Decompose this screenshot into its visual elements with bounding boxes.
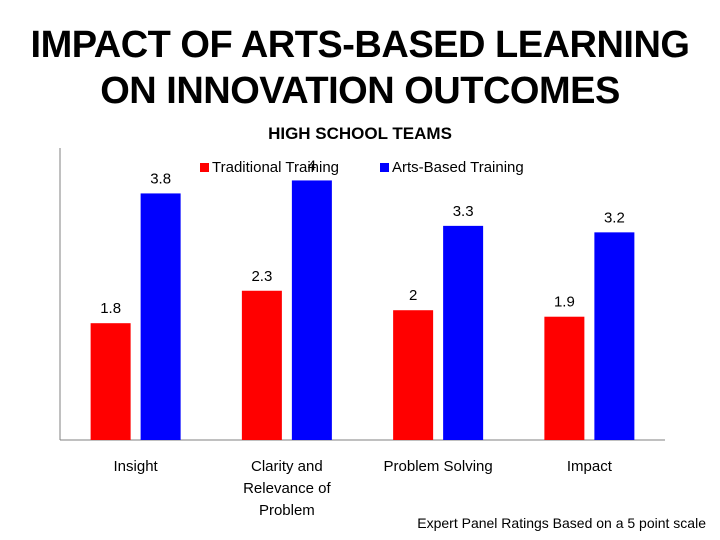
data-label: 2 [409,287,417,304]
bar-arts-based-2 [443,225,484,440]
slide-title-line-2: ON INNOVATION OUTCOMES [100,70,620,112]
data-label: 2.3 [251,268,272,285]
bar-arts-based-0 [140,193,181,440]
bar-traditional-1 [241,290,282,440]
slide-title-line-1: IMPACT OF ARTS-BASED LEARNING [30,24,690,66]
legend-swatch-traditional [200,163,209,172]
bar-traditional-3 [544,316,585,440]
bar-traditional-2 [393,310,434,440]
legend-swatch-arts-based [380,163,389,172]
legend-label-arts-based: Arts-Based Training [392,159,524,176]
chart-title: HIGH SCHOOL TEAMS [268,124,452,143]
bar-traditional-0 [90,323,131,440]
data-label: 3.2 [604,209,625,226]
slide-title: IMPACT OF ARTS-BASED LEARNING ON INNOVAT… [0,22,720,114]
x-tick-label: Impact [567,458,613,475]
data-label: 3.8 [150,170,171,187]
bar-arts-based-1 [291,180,332,440]
bar-arts-based-3 [594,232,635,440]
x-tick-label: Relevance of [243,480,331,497]
data-label: 1.8 [100,300,121,317]
x-tick-label: Clarity and [251,458,323,475]
x-tick-label: Insight [114,458,159,475]
x-tick-label: Problem [259,502,315,519]
data-label: 4 [308,157,316,174]
x-tick-label: Problem Solving [384,458,493,475]
data-label: 1.9 [554,294,575,311]
data-label: 3.3 [453,203,474,220]
legend-label-traditional: Traditional Training [212,159,339,176]
footnote: Expert Panel Ratings Based on a 5 point … [417,515,706,531]
